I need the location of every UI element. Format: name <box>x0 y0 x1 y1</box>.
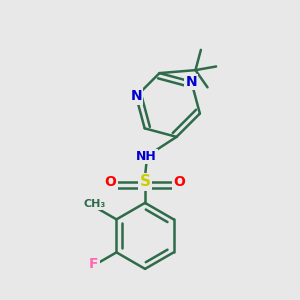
Text: S: S <box>140 174 151 189</box>
Text: N: N <box>185 75 197 89</box>
Text: O: O <box>105 175 116 189</box>
Text: N: N <box>130 89 142 103</box>
Text: CH₃: CH₃ <box>83 200 105 209</box>
Text: F: F <box>89 256 99 271</box>
Text: NH: NH <box>136 150 157 163</box>
Text: O: O <box>174 175 185 189</box>
